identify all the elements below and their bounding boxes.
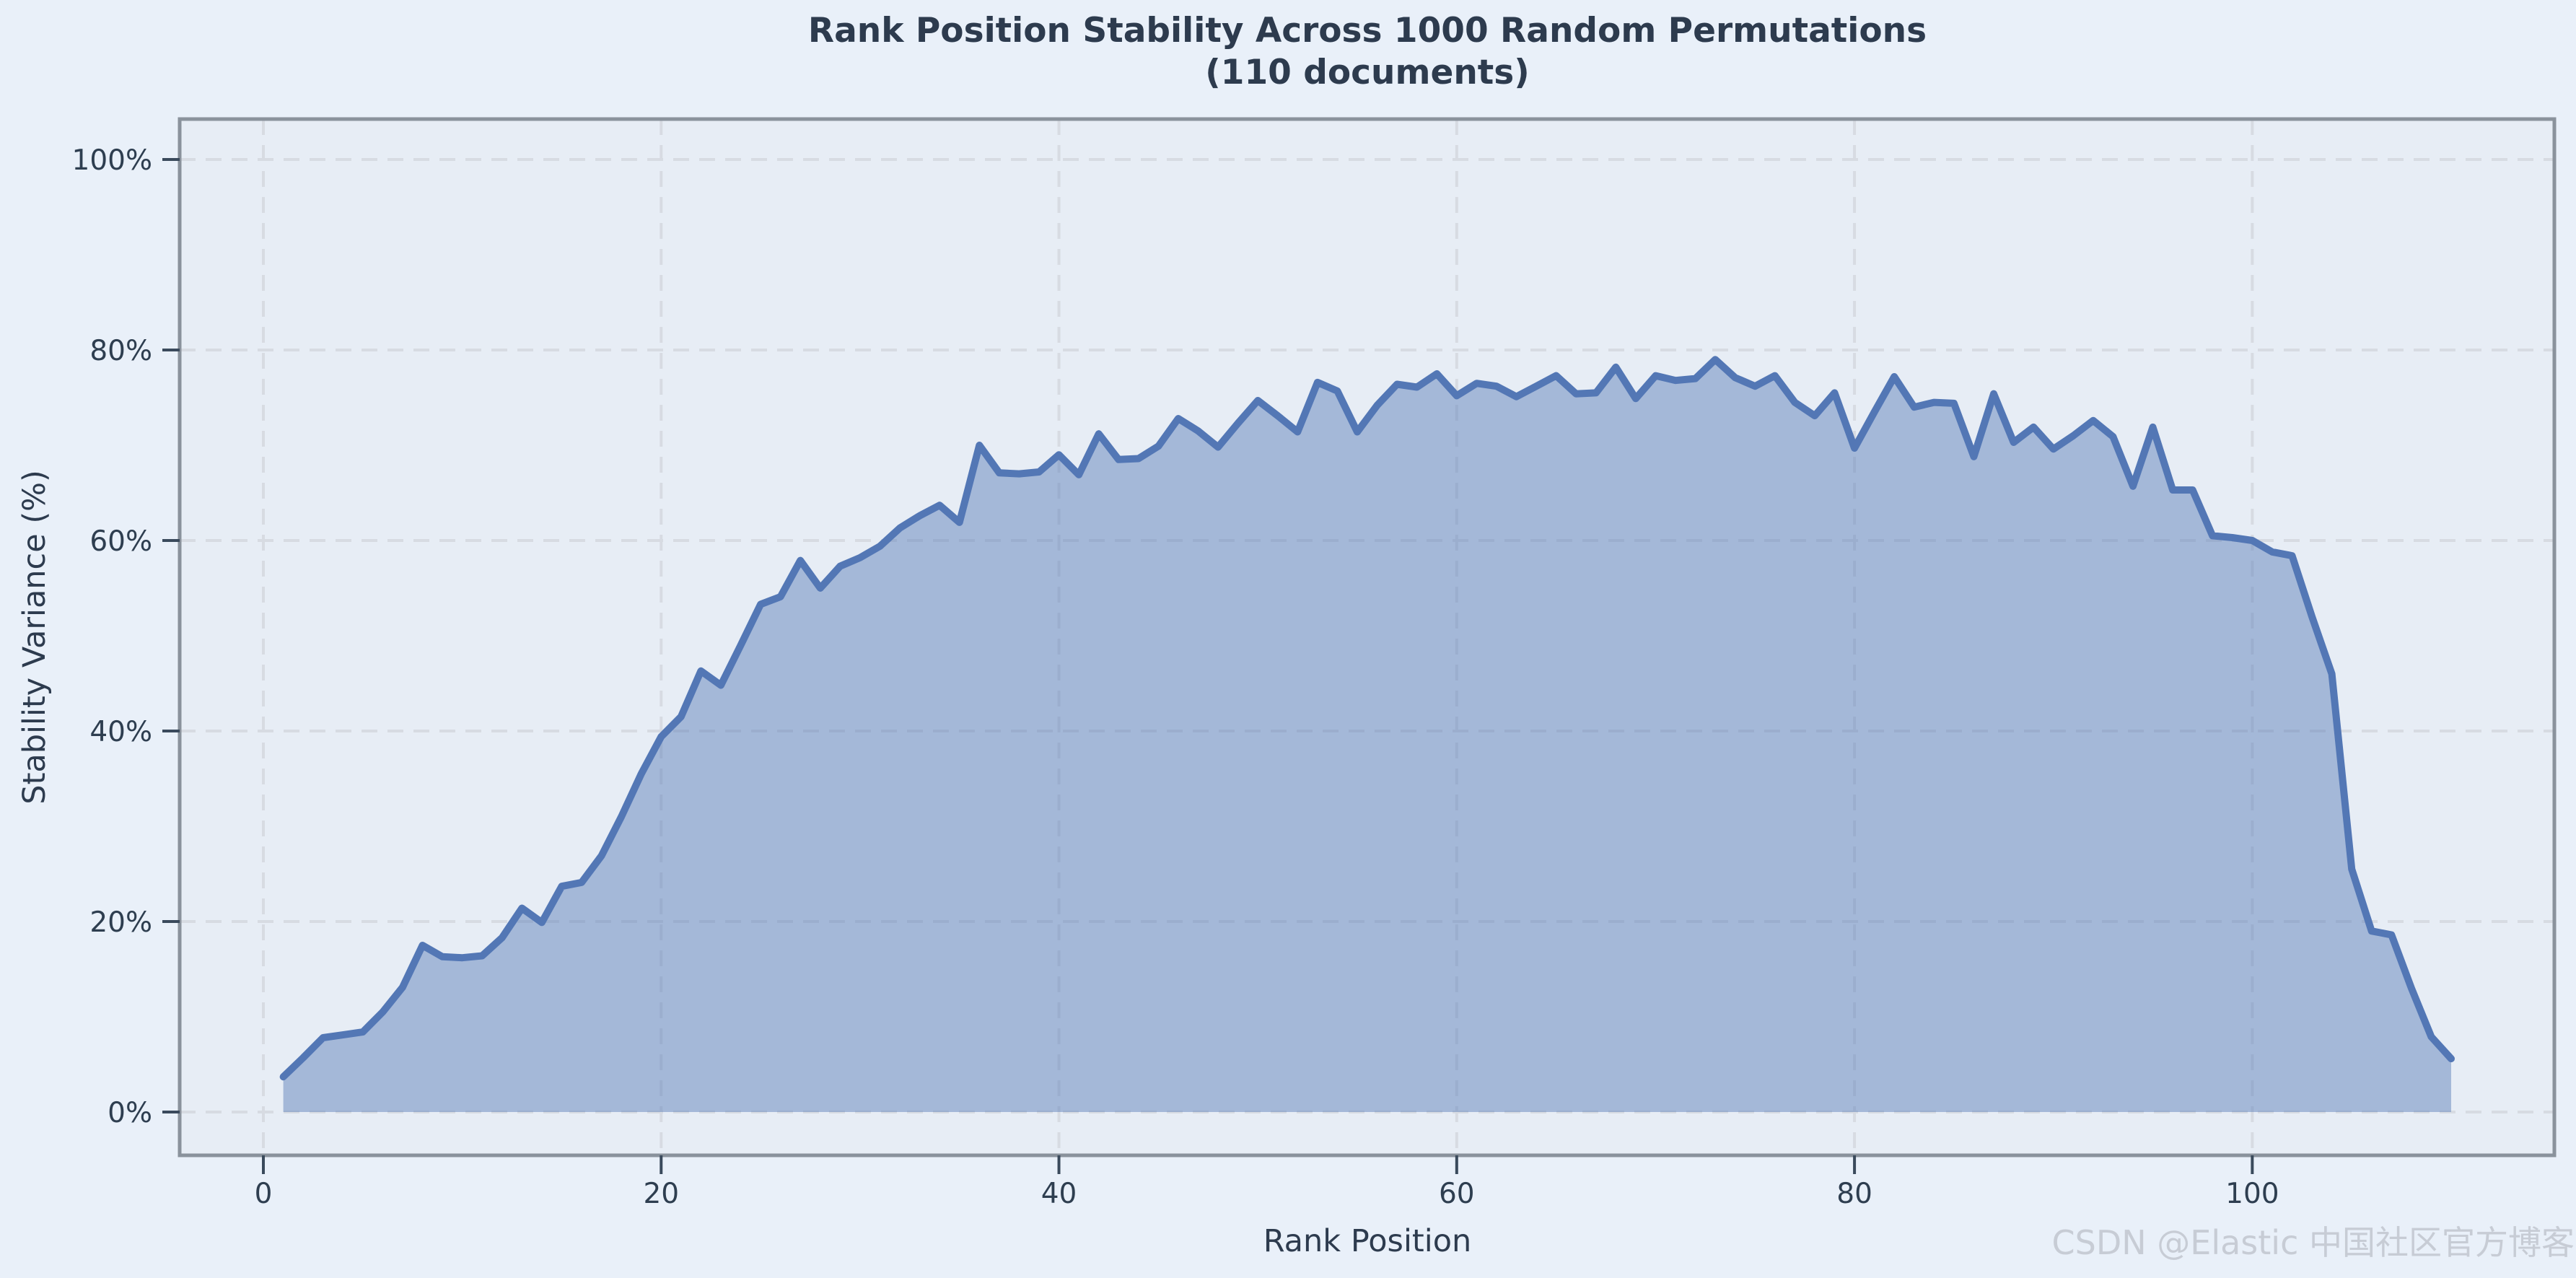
- x-tick-label: 20: [643, 1178, 679, 1210]
- x-tick-label: 40: [1041, 1178, 1077, 1210]
- gridlines: [180, 119, 2554, 1155]
- chart-title-line2: (110 documents): [1205, 53, 1529, 92]
- plot-frame: [178, 117, 2557, 1157]
- y-axis-label: Stability Variance (%): [17, 470, 53, 804]
- y-tick-label: 0%: [108, 1097, 152, 1129]
- area-fill: [283, 359, 2451, 1113]
- y-tick-label: 80%: [89, 335, 152, 367]
- data-line: [279, 356, 2455, 1081]
- y-tick-label: 60%: [89, 525, 152, 558]
- tick-marks: [162, 158, 2254, 1174]
- x-tick-label: 100: [2225, 1178, 2279, 1210]
- x-tick-label: 60: [1439, 1178, 1475, 1210]
- x-tick-label: 0: [255, 1178, 273, 1210]
- y-tick-label: 40%: [89, 716, 152, 748]
- watermark: CSDN @Elastic 中国社区官方博客: [2052, 1223, 2575, 1262]
- y-tick-label: 100%: [72, 144, 153, 177]
- x-tick-label: 80: [1836, 1178, 1872, 1210]
- chart-title-line1: Rank Position Stability Across 1000 Rand…: [808, 11, 1927, 51]
- y-tick-label: 20%: [89, 906, 152, 939]
- x-axis-label: Rank Position: [1263, 1223, 1472, 1259]
- tick-labels: 0% 20% 40% 60% 80% 100% 0 20 40 60 80 100: [72, 144, 2279, 1210]
- plot-area-background: [180, 119, 2554, 1155]
